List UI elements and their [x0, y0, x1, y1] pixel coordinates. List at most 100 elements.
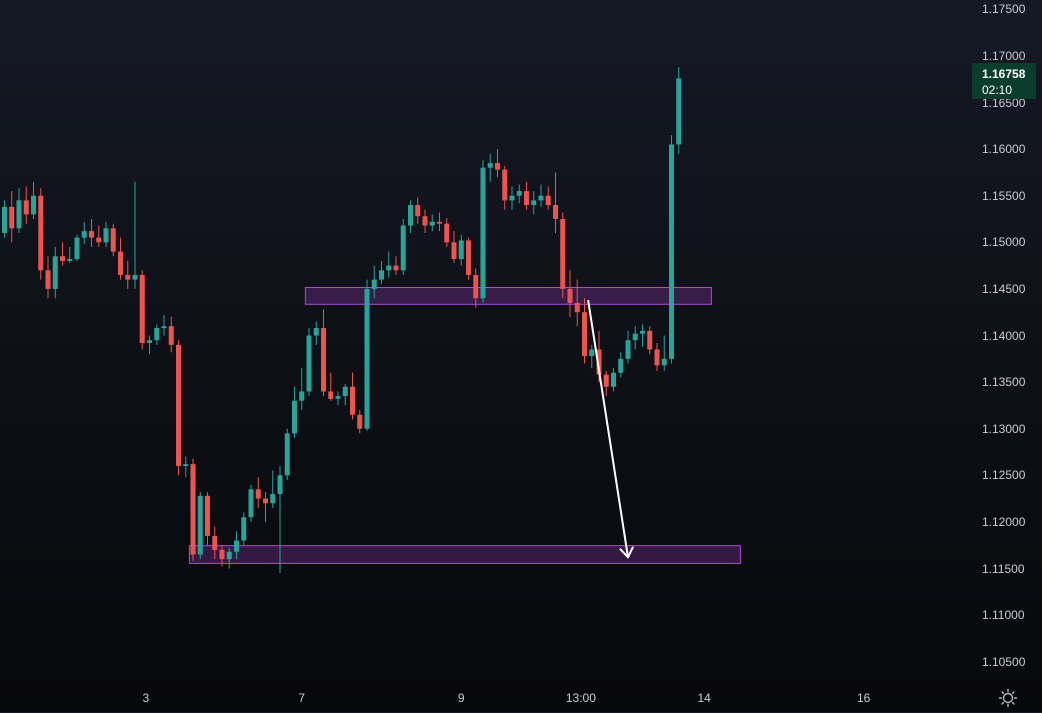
- candle: [473, 268, 479, 308]
- candle-body: [226, 551, 232, 560]
- price-tick-label: 1.14500: [982, 281, 1026, 296]
- candle-body: [516, 191, 522, 196]
- candle: [38, 188, 44, 280]
- candle-body: [176, 344, 181, 466]
- candle: [676, 67, 682, 154]
- candle-body: [386, 265, 392, 271]
- candle-body: [67, 259, 73, 261]
- price-tick-label: 1.13500: [982, 375, 1026, 390]
- candle: [103, 221, 109, 247]
- candle-body: [23, 200, 29, 215]
- zone-rect-1[interactable]: [188, 545, 741, 564]
- candle: [611, 368, 616, 392]
- candle: [248, 484, 254, 522]
- candle-body: [241, 517, 247, 541]
- candle-body: [487, 163, 493, 168]
- candle: [553, 172, 558, 233]
- candle: [74, 234, 80, 261]
- candle: [495, 149, 500, 178]
- candle: [589, 344, 595, 369]
- candle-body: [371, 279, 377, 289]
- time-tick-label: 7: [298, 691, 306, 705]
- time-axis[interactable]: 3 7 9 13:00 14 16: [0, 685, 970, 712]
- bar-countdown: 02:10: [982, 83, 1013, 97]
- candle: [161, 315, 167, 336]
- candle: [52, 246, 58, 299]
- candle: [110, 223, 116, 257]
- candle: [154, 324, 160, 345]
- candle: [168, 316, 174, 353]
- price-tick-label: 1.13000: [982, 421, 1026, 436]
- candle-body: [400, 225, 406, 271]
- candle-body: [81, 231, 87, 238]
- candle: [299, 368, 305, 411]
- candle: [67, 246, 73, 263]
- candle: [96, 225, 102, 247]
- candle-body: [212, 535, 218, 550]
- candle: [603, 370, 609, 397]
- time-tick-label: 3: [142, 691, 150, 705]
- candle: [654, 342, 660, 371]
- gear-icon[interactable]: [998, 688, 1018, 708]
- arrow-head: [627, 546, 634, 559]
- candle: [118, 237, 123, 280]
- candle: [516, 184, 522, 204]
- candle: [582, 298, 587, 364]
- candle: [574, 279, 580, 327]
- price-chart[interactable]: [0, 0, 970, 685]
- candle: [139, 270, 145, 350]
- candle: [625, 330, 631, 364]
- candle-body: [38, 195, 44, 271]
- candles-layer: [2, 67, 682, 574]
- candle: [567, 270, 573, 317]
- candle: [400, 219, 406, 275]
- candle-body: [306, 335, 312, 392]
- candle-body: [473, 274, 479, 299]
- candle: [545, 186, 551, 210]
- candle-body: [255, 489, 261, 499]
- candle: [212, 526, 218, 560]
- price-tick-label: 1.15000: [982, 235, 1026, 250]
- price-tick-label: 1.17500: [982, 2, 1026, 17]
- candle-body: [74, 237, 80, 260]
- candle-body: [632, 333, 638, 341]
- candle: [176, 340, 181, 476]
- candle: [364, 279, 370, 431]
- candle: [350, 372, 355, 420]
- candle-body: [299, 391, 305, 401]
- price-axis[interactable]: 1.17500 1.17000 1.16500 1.16000 1.15500 1.150…: [970, 0, 1042, 685]
- candle: [219, 545, 225, 567]
- candle: [306, 328, 312, 397]
- price-tick-label: 1.12500: [982, 468, 1026, 483]
- candle-body: [205, 495, 210, 536]
- price-tick-label: 1.16500: [982, 95, 1026, 110]
- candle: [393, 256, 399, 275]
- candle-body: [480, 167, 486, 299]
- zones-layer: [188, 287, 741, 564]
- zone-rect-0[interactable]: [304, 287, 712, 305]
- candle-body: [154, 328, 160, 341]
- price-tick-label: 1.12000: [982, 514, 1026, 529]
- candle: [234, 531, 239, 560]
- candle-body: [466, 240, 471, 275]
- chart-area[interactable]: [0, 0, 970, 685]
- candle-body: [582, 312, 587, 357]
- candle-body: [618, 358, 624, 373]
- candle-body: [357, 414, 363, 429]
- candle-body: [647, 330, 653, 350]
- candle: [466, 237, 471, 280]
- candle: [458, 234, 464, 266]
- candle-body: [270, 493, 276, 504]
- price-tick-label: 1.11000: [982, 608, 1025, 623]
- candle: [386, 251, 392, 278]
- candle: [81, 221, 87, 245]
- candle: [270, 470, 276, 508]
- candle: [205, 492, 210, 546]
- candle-body: [342, 386, 348, 397]
- candle-body: [495, 163, 500, 170]
- candle: [661, 335, 667, 371]
- candle: [9, 191, 15, 243]
- candle-body: [190, 464, 196, 555]
- projection-arrow[interactable]: [587, 299, 634, 559]
- candle: [313, 321, 319, 345]
